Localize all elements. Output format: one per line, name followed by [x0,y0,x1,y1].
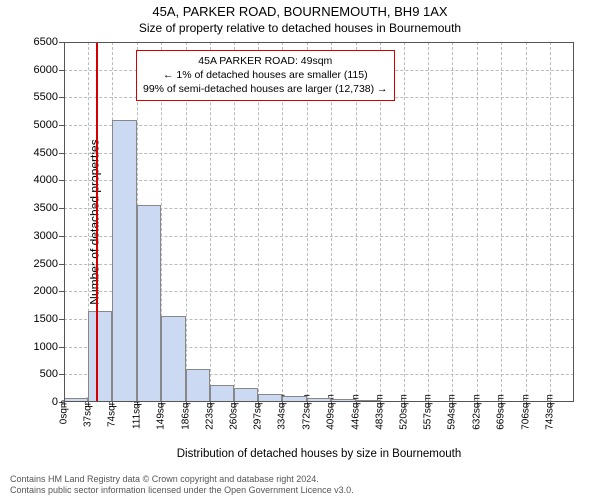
y-tick-label: 2000 [34,285,58,297]
gridline-vertical [501,42,502,402]
x-tick-label: 0sqm [59,400,70,424]
histogram-bar [210,385,234,402]
x-tick-label: 594sqm [447,394,458,430]
x-axis-line [64,401,574,402]
histogram-bar [137,205,161,402]
attribution-line-2: Contains public sector information licen… [10,485,354,496]
x-tick-label: 706sqm [520,394,531,430]
x-tick-label: 520sqm [399,394,410,430]
callout-box: 45A PARKER ROAD: 49sqm ← 1% of detached … [136,50,395,101]
x-tick-label: 632sqm [472,394,483,430]
chart-title: 45A, PARKER ROAD, BOURNEMOUTH, BH9 1AX [0,4,600,19]
histogram-bar [112,120,136,402]
y-tick-label: 4000 [34,174,58,186]
y-tick-label: 5000 [34,119,58,131]
plot-area: 0500100015002000250030003500400045005000… [64,42,574,402]
y-tick-label: 6000 [34,64,58,76]
gridline-horizontal [64,180,574,181]
marker-line [96,42,98,402]
callout-line-2: ← 1% of detached houses are smaller (115… [143,68,388,82]
gridline-vertical [428,42,429,402]
x-axis-label: Distribution of detached houses by size … [64,448,574,460]
y-tick-label: 4500 [34,147,58,159]
y-tick-label: 1500 [34,313,58,325]
gridline-horizontal [64,153,574,154]
x-tick-label: 743sqm [544,394,555,430]
y-tick-label: 0 [52,396,58,408]
y-tick-label: 3500 [34,202,58,214]
y-axis-line [64,42,65,402]
gridline-horizontal [64,125,574,126]
x-tick-label: 557sqm [423,394,434,430]
attribution-line-1: Contains HM Land Registry data © Crown c… [10,474,354,485]
y-tick-label: 1000 [34,341,58,353]
y-tick-label: 6500 [34,36,58,48]
y-tick-label: 5500 [34,91,58,103]
gridline-vertical [526,42,527,402]
gridline-vertical [477,42,478,402]
gridline-vertical [550,42,551,402]
attribution-text: Contains HM Land Registry data © Crown c… [10,474,354,497]
y-tick-label: 2500 [34,258,58,270]
right-axis-line [573,42,574,402]
gridline-vertical [452,42,453,402]
histogram-bar [161,316,185,402]
top-axis-line [64,42,574,43]
histogram-bar [186,369,210,402]
histogram-bar [88,311,112,402]
gridline-vertical [404,42,405,402]
callout-line-1: 45A PARKER ROAD: 49sqm [143,54,388,68]
x-tick-label: 669sqm [496,394,507,430]
y-tick-label: 500 [40,368,58,380]
y-tick-label: 3000 [34,230,58,242]
chart-subtitle: Size of property relative to detached ho… [0,21,600,35]
callout-line-3: 99% of semi-detached houses are larger (… [143,82,388,96]
histogram-bar [234,388,258,402]
